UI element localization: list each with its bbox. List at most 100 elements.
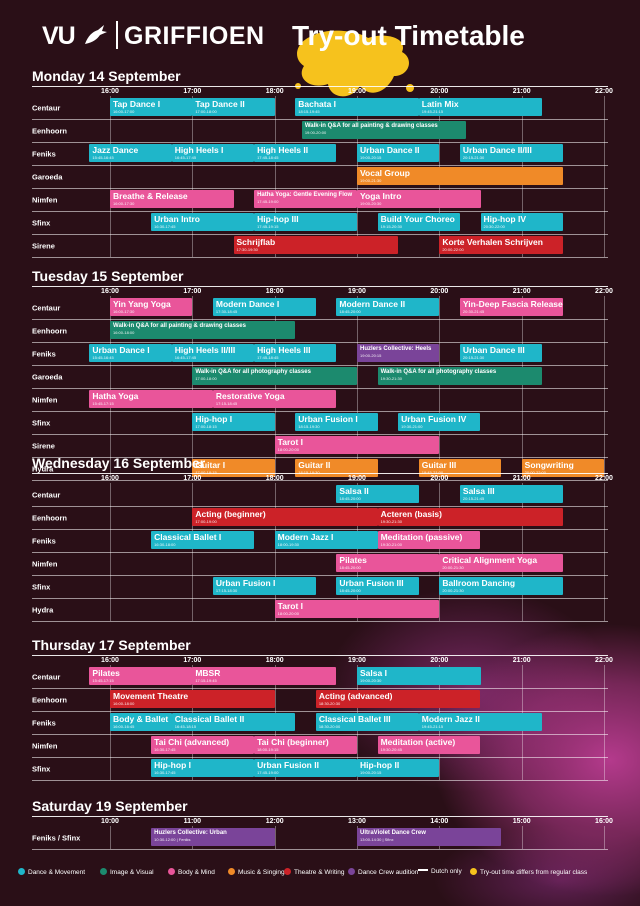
class-block[interactable]: MBSR 17:15-19:45: [192, 667, 337, 685]
class-block[interactable]: Urban Dance II/III 20:15-21:30: [459, 144, 563, 162]
class-block[interactable]: Walk-in Q&A for all photography classes 1…: [377, 367, 543, 385]
class-block[interactable]: Build Your Choreo 19:15-20:30: [377, 213, 460, 231]
class-block[interactable]: Meditation (active) 19:30-20:45: [377, 736, 481, 754]
class-block[interactable]: UltraViolet Dance Crew 13:00-14:30 | Sfin…: [357, 828, 502, 846]
class-block[interactable]: Urban Fusion I 18:15-19:30: [295, 413, 378, 431]
class-block[interactable]: Tap Dance I 16:00-17:00: [110, 98, 193, 116]
class-block[interactable]: Tai Chi (advanced) 16:30-17:45: [151, 736, 255, 754]
class-block[interactable]: Urban Fusion II 17:45-19:00: [254, 759, 357, 777]
class-block[interactable]: Walk-in Q&A for all photography classes 1…: [192, 367, 357, 385]
class-block[interactable]: Hatha Yoga 15:45-17:15: [89, 390, 213, 408]
class-block[interactable]: Bachata I 18:15-19:45: [295, 98, 419, 116]
class-name: UltraViolet Dance Crew: [360, 830, 426, 836]
class-block[interactable]: Hip-hop I 17:00-18:15: [192, 413, 275, 431]
class-block[interactable]: Pilates 18:45-20:00: [336, 554, 440, 572]
class-block[interactable]: Classical Ballet III 18:30-20:00: [315, 713, 419, 731]
class-block[interactable]: Breathe & Release 16:00-17:30: [110, 190, 234, 208]
class-block[interactable]: Hip-hop I 16:30-17:45: [151, 759, 255, 777]
class-block[interactable]: Acting (beginner) 17:00-19:00: [192, 508, 378, 526]
class-block[interactable]: Modern Dance I 17:30-18:45: [212, 298, 316, 316]
class-time: 18:45-20:00: [339, 588, 361, 593]
class-block[interactable]: Urban Dance II 19:00-20:15: [357, 144, 440, 162]
class-block[interactable]: Walk-in Q&A for all painting & drawing c…: [301, 121, 467, 139]
class-block[interactable]: Hip-hop IV 20:30-22:00: [480, 213, 563, 231]
legend-item: Theatre & Writing: [284, 868, 344, 876]
class-name: Guitar III: [421, 460, 457, 470]
class-block[interactable]: Salsa II 18:45-20:00: [336, 485, 419, 503]
class-block[interactable]: Modern Jazz I 18:00-19:30: [274, 531, 378, 549]
day-section: Thursday 17 September 16:00 17:00 18:00 19:0…: [0, 637, 640, 781]
class-block[interactable]: Yin Yang Yoga 16:00-17:30: [110, 298, 193, 316]
class-block[interactable]: Pilates 15:45-17:15: [89, 667, 193, 685]
class-block[interactable]: Body & Ballet 16:00-16:45: [110, 713, 172, 731]
class-time: 19:15-20:30: [380, 224, 402, 229]
class-block[interactable]: Huzlers Collective: Heels 19:00-20:15: [357, 344, 440, 362]
class-block[interactable]: Jazz Dance 15:45-16:45: [89, 144, 172, 162]
class-block[interactable]: Tarot I 18:00-20:00: [274, 600, 440, 618]
class-block[interactable]: Urban Intro 16:30-17:45: [151, 213, 255, 231]
class-time: 20:30-22:00: [483, 224, 505, 229]
class-block[interactable]: Guitar III19:45-21:00: [418, 459, 502, 477]
class-time: 18:45-20:00: [339, 309, 361, 314]
class-name: Urban Intro: [154, 214, 200, 224]
class-block[interactable]: Tai Chi (beginner) 18:00-19:15: [254, 736, 357, 754]
class-block[interactable]: Latin Mix 19:45-21:15: [418, 98, 543, 116]
category-swatch: [100, 868, 107, 875]
class-time: 19:30-21:00: [380, 542, 402, 547]
class-block[interactable]: Schrijflab 17:30-19:30: [233, 236, 399, 254]
class-block[interactable]: Classical Ballet I 16:30-18:00: [151, 531, 255, 549]
class-name: Build Your Choreo: [380, 214, 455, 224]
class-block[interactable]: Modern Dance II 18:45-20:00: [336, 298, 440, 316]
class-block[interactable]: Tarot I 18:00-20:00: [274, 436, 440, 454]
class-block[interactable]: Critical Alignment Yoga 20:00-21:30: [439, 554, 563, 572]
row-divider: [32, 411, 608, 412]
class-block[interactable]: Urban Dance I 15:45-16:45: [89, 344, 172, 362]
class-block[interactable]: Yoga Intro 19:00-20:30: [357, 190, 481, 208]
class-block[interactable]: Meditation (passive) 19:30-21:00: [377, 531, 481, 549]
class-time: 18:15-19:30: [298, 424, 320, 429]
class-block[interactable]: Hip-hop II 19:00-20:15: [357, 759, 440, 777]
dutch-only-icon: [418, 869, 428, 871]
class-block[interactable]: Hatha Yoga: Gentle Evening Flow 17:45-19:…: [254, 190, 357, 208]
class-block[interactable]: Vocal Group 19:00-21:30: [357, 167, 563, 185]
class-block[interactable]: Ballroom Dancing 20:00-21:30: [439, 577, 563, 595]
class-block[interactable]: High Heels III 17:45-18:45: [254, 344, 337, 362]
class-block[interactable]: Walk-in Q&A for all painting & drawing c…: [110, 321, 296, 339]
row-divider: [32, 598, 608, 599]
class-block[interactable]: Hip-hop III 17:45-19:15: [254, 213, 357, 231]
class-block[interactable]: Yin-Deep Fascia Release 20:30-21:45: [459, 298, 563, 316]
class-block[interactable]: High Heels I 16:45-17:45: [171, 144, 255, 162]
class-block[interactable]: Movement Theatre 16:00-18:00: [110, 690, 275, 708]
class-block[interactable]: Tap Dance II 17:00-18:00: [192, 98, 275, 116]
class-block[interactable]: Korte Verhalen Schrijven 20:00-22:00: [439, 236, 563, 254]
class-block[interactable]: Urban Fusion IV 19:30-21:00: [398, 413, 481, 431]
class-block[interactable]: Modern Jazz II 19:45-21:15: [418, 713, 543, 731]
day-section: Wednesday 16 September 16:00 17:00 18:00 19:…: [0, 455, 640, 622]
class-block[interactable]: Acteren (basis) 19:30-21:30: [377, 508, 563, 526]
class-block[interactable]: Salsa I 19:00-20:30: [357, 667, 481, 685]
class-block[interactable]: Urban Fusion I 17:15-18:30: [212, 577, 316, 595]
class-time: 13:00-14:30 | Sfinx: [360, 837, 394, 842]
time-tick: 20:00: [430, 88, 449, 95]
class-block[interactable]: Urban Dance III 20:15-21:30: [459, 344, 543, 362]
class-block[interactable]: High Heels II 17:45-18:45: [254, 144, 337, 162]
class-time: 15:45-17:15: [92, 678, 114, 683]
class-block[interactable]: Acting (advanced) 18:30-20:30: [315, 690, 481, 708]
class-name: Pilates: [339, 555, 367, 565]
class-block[interactable]: Huzlers Collective: Urban 10:30-12:00 | F…: [151, 828, 275, 846]
class-time: 19:30-20:45: [380, 747, 402, 752]
class-block[interactable]: Salsa III 20:15-21:45: [459, 485, 563, 503]
class-block[interactable]: Urban Fusion III 18:45-20:00: [336, 577, 419, 595]
class-block[interactable]: Classical Ballet II 16:45-18:15: [171, 713, 296, 731]
class-block[interactable]: High Heels II/III 16:45-17:45: [171, 344, 255, 362]
class-name: Jazz Dance: [92, 145, 139, 155]
legend: Dance & Movement Image & Visual Body & Min…: [18, 868, 638, 880]
class-block[interactable]: Songwriting20:00-22:00: [521, 459, 604, 477]
hour-gridline: [274, 96, 276, 257]
class-block[interactable]: Guitar I17:00-18:15: [192, 459, 275, 477]
room-label: Centaur: [32, 490, 61, 499]
class-block[interactable]: Restorative Yoga 17:15-18:45: [212, 390, 337, 408]
class-time: 16:30-17:45: [154, 770, 176, 775]
time-tick: 20:00: [430, 288, 449, 295]
